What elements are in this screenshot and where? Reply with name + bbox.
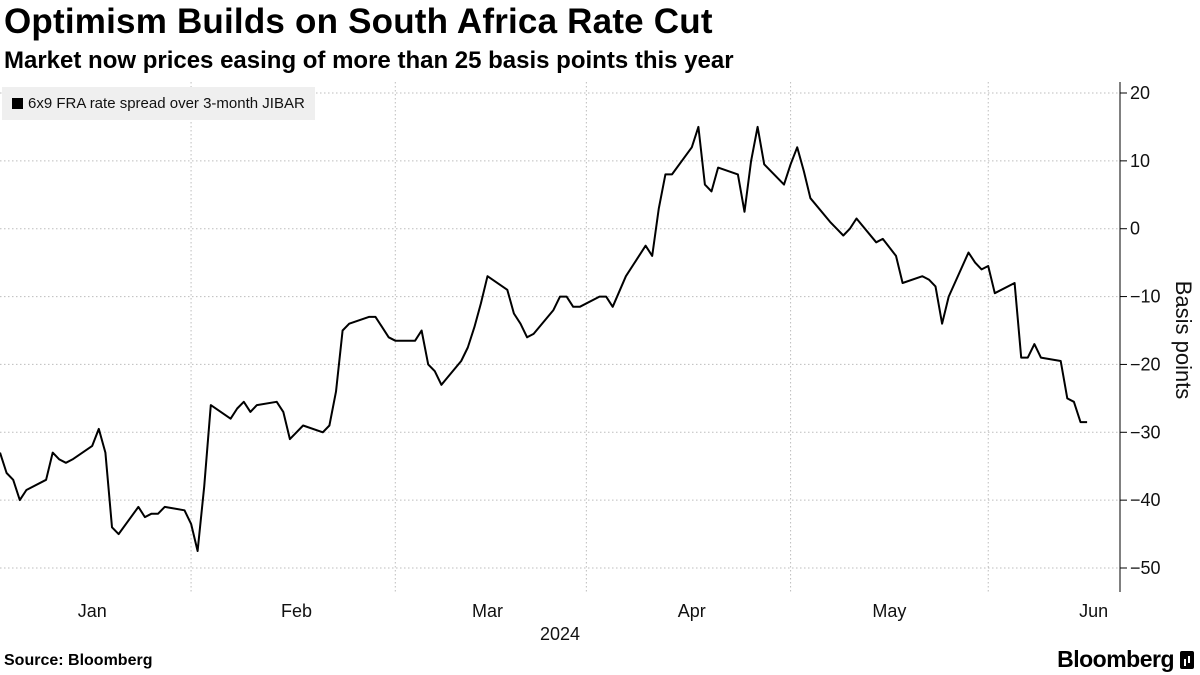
x-tick-label: Jan <box>78 601 107 621</box>
source-note: Source: Bloomberg <box>4 652 153 669</box>
y-tick-label: −50 <box>1130 558 1161 578</box>
x-tick-label: Apr <box>678 601 706 621</box>
x-tick-label: Mar <box>472 601 503 621</box>
brand-name: Bloomberg <box>1057 646 1174 672</box>
chart-subtitle: Market now prices easing of more than 25… <box>4 47 734 74</box>
y-tick-label: −40 <box>1130 490 1161 510</box>
x-axis-year-label: 2024 <box>540 624 580 644</box>
brand-logo: Bloomberg <box>1057 646 1194 673</box>
x-tick-label: Jun <box>1079 601 1108 621</box>
legend-swatch <box>12 98 23 109</box>
y-tick-label: −10 <box>1130 287 1161 307</box>
bloomberg-terminal-icon <box>1180 650 1194 669</box>
y-tick-label: 20 <box>1130 83 1150 103</box>
grid-lines <box>0 82 1120 592</box>
y-tick-label: −30 <box>1130 422 1161 442</box>
y-tick-label: −20 <box>1130 354 1161 374</box>
y-axis: 20 10 0 −10 −20 −30 −40 −50 <box>1119 82 1161 592</box>
x-tick-label: May <box>872 601 906 621</box>
y-tick-label: 0 <box>1130 219 1140 239</box>
chart-title: Optimism Builds on South Africa Rate Cut <box>4 2 713 41</box>
y-axis-title: Basis points <box>1171 281 1196 400</box>
legend-label: 6x9 FRA rate spread over 3-month JIBAR <box>28 95 305 112</box>
series-layer <box>0 125 1088 552</box>
x-tick-label: Feb <box>281 601 312 621</box>
y-tick-label: 10 <box>1130 151 1150 171</box>
chart-legend: 6x9 FRA rate spread over 3-month JIBAR <box>2 87 315 120</box>
x-axis: Jan Feb Mar Apr May Jun <box>78 601 1108 621</box>
series-line <box>0 125 1088 552</box>
